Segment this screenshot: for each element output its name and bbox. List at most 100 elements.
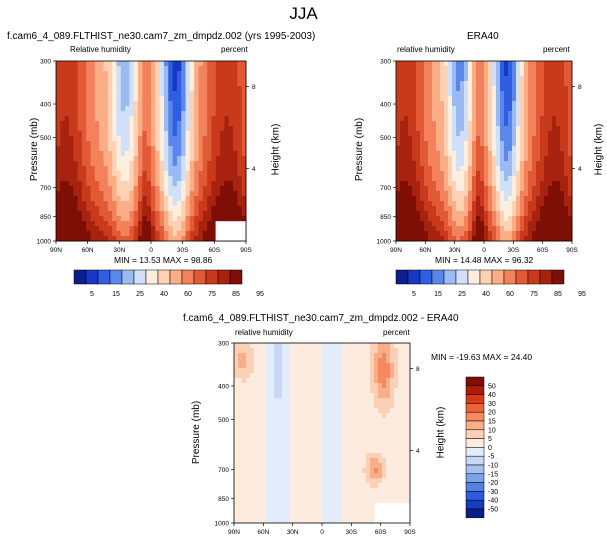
field-cell [266, 423, 271, 429]
field-cell [146, 106, 152, 112]
field-cell [480, 156, 485, 162]
colorbar-label: 25 [136, 291, 144, 298]
field-cell [163, 231, 169, 237]
field-cell [448, 206, 453, 212]
field-cell [94, 196, 100, 202]
field-cell [142, 111, 148, 117]
field-cell [500, 216, 505, 222]
field-cell [440, 161, 445, 167]
field-cell [181, 231, 186, 237]
field-cell [233, 86, 238, 92]
field-cell [202, 191, 208, 197]
field-cell [185, 206, 191, 212]
field-cell [568, 161, 573, 167]
field-cell [382, 403, 387, 409]
field-cell [390, 493, 395, 499]
colorbar-swatch [465, 403, 485, 413]
field-cell [378, 443, 383, 449]
field-cell [346, 493, 351, 499]
field-cell [116, 161, 122, 167]
field-cell [536, 186, 541, 192]
field-cell [484, 166, 489, 172]
field-cell [472, 161, 477, 167]
field-cell [194, 231, 199, 237]
field-cell [452, 106, 457, 112]
field-cell [198, 186, 204, 192]
field-cell [428, 121, 433, 127]
field-cell [103, 121, 109, 127]
field-cell [512, 191, 517, 197]
field-cell [168, 201, 173, 207]
field-cell [440, 86, 445, 92]
field-cell [246, 473, 251, 479]
field-cell [189, 231, 195, 237]
field-cell [94, 231, 100, 237]
field-cell [496, 171, 501, 177]
field-cell [250, 473, 255, 479]
field-cell [172, 221, 178, 227]
field-cell [172, 96, 178, 102]
field-cell [228, 176, 234, 182]
field-cell [302, 498, 307, 504]
field-cell [408, 131, 413, 137]
field-cell [138, 156, 143, 162]
field-cell [362, 508, 367, 514]
field-cell [528, 201, 533, 207]
field-cell [396, 146, 401, 152]
field-cell [456, 201, 461, 207]
field-cell [146, 231, 152, 237]
field-cell [99, 216, 104, 222]
field-cell [456, 151, 461, 157]
field-cell [86, 66, 91, 72]
field-cell [215, 161, 221, 167]
field-cell [155, 226, 161, 232]
field-cell [342, 358, 347, 364]
field-cell [224, 126, 230, 132]
colorbar-label: -15 [488, 471, 498, 478]
field-cell [496, 106, 501, 112]
field-cell [290, 353, 295, 359]
field-cell [540, 216, 545, 222]
field-cell [544, 236, 549, 242]
field-cell [334, 498, 339, 504]
field-cell [560, 121, 565, 127]
field-cell [138, 76, 143, 82]
field-cell [460, 151, 465, 157]
field-cell [350, 478, 355, 484]
field-cell [402, 423, 407, 429]
field-cell [552, 81, 557, 87]
field-cell [394, 353, 399, 359]
field-cell [112, 136, 117, 142]
field-cell [86, 131, 91, 137]
field-cell [86, 171, 91, 177]
field-cell [412, 211, 417, 217]
field-cell [254, 413, 259, 419]
field-cell [138, 111, 143, 117]
field-cell [528, 186, 533, 192]
field-cell [326, 518, 331, 524]
field-cell [322, 368, 327, 374]
field-cell [282, 363, 287, 369]
field-cell [155, 66, 161, 72]
field-cell [408, 126, 413, 132]
field-cell [350, 408, 355, 414]
panel-model-y-axis-title: Pressure (mb) [29, 117, 41, 182]
field-cell [354, 428, 359, 434]
field-cell [354, 443, 359, 449]
field-cell [181, 216, 186, 222]
field-cell [181, 81, 186, 87]
field-cell [258, 518, 263, 524]
field-cell [64, 141, 70, 147]
field-cell [237, 206, 243, 212]
field-cell [326, 383, 331, 389]
colorbar-swatch [229, 269, 243, 285]
field-cell [198, 211, 204, 217]
field-cell [504, 121, 509, 127]
field-cell [504, 226, 509, 232]
field-cell [125, 96, 130, 102]
field-cell [504, 106, 509, 112]
field-cell [452, 126, 457, 132]
field-cell [234, 518, 239, 524]
field-cell [354, 508, 359, 514]
field-cell [406, 438, 411, 444]
